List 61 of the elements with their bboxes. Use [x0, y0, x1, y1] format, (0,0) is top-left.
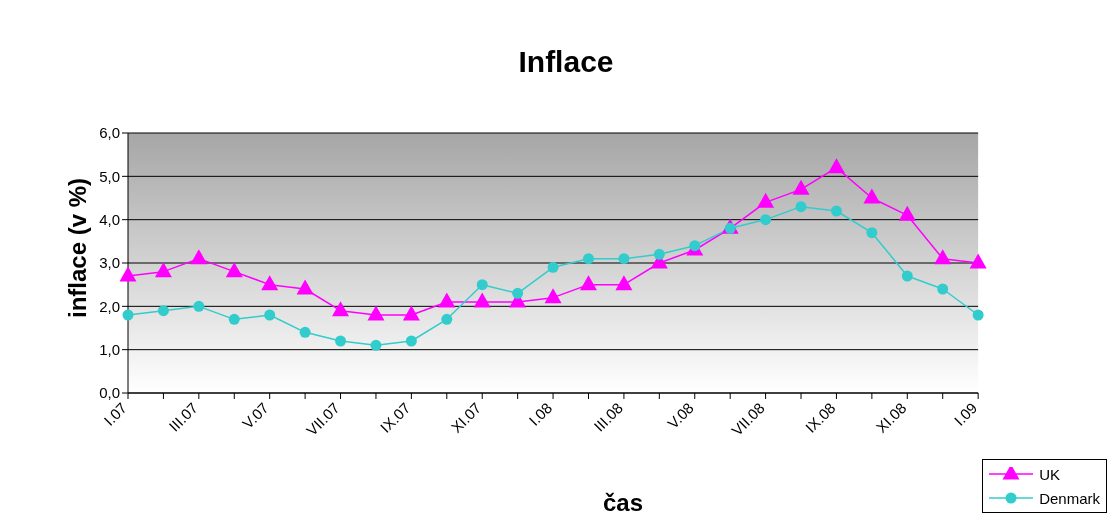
point	[370, 339, 382, 351]
point	[863, 188, 881, 204]
point	[547, 261, 559, 273]
y-tick-label: 1,0	[99, 340, 120, 358]
y-axis-title: inflace (v %)	[64, 177, 91, 319]
point	[154, 262, 172, 278]
x-tick-label: V.08	[664, 399, 697, 432]
point	[830, 205, 842, 217]
x-axis-title: čas	[602, 489, 644, 516]
point	[438, 292, 456, 308]
point	[335, 335, 347, 347]
point	[898, 205, 916, 221]
point	[827, 158, 845, 174]
point	[296, 279, 314, 295]
point	[934, 249, 952, 265]
point	[757, 192, 775, 208]
point	[582, 253, 594, 265]
point	[157, 305, 169, 317]
y-tick-label: 0,0	[99, 384, 120, 402]
point	[332, 301, 350, 317]
point	[579, 275, 597, 291]
x-tick-label: I.09	[950, 399, 981, 429]
chart-title: Inflace	[518, 45, 614, 78]
point	[119, 266, 137, 282]
point	[473, 292, 491, 308]
point	[866, 227, 878, 239]
legend-label: UK	[1039, 465, 1060, 483]
legend-label: Denmark	[1039, 489, 1100, 507]
y-tick-label: 3,0	[99, 254, 120, 272]
point	[367, 305, 385, 321]
point	[615, 275, 633, 291]
point	[901, 270, 913, 282]
point	[795, 201, 807, 213]
y-tick-label: 6,0	[99, 124, 120, 142]
point	[261, 275, 279, 291]
point	[512, 287, 524, 299]
point	[122, 309, 134, 321]
point	[228, 313, 240, 325]
point	[653, 248, 665, 260]
point	[760, 214, 772, 226]
y-tick-label: 4,0	[99, 210, 120, 228]
point	[225, 262, 243, 278]
x-tick-label: V.07	[238, 399, 272, 432]
point	[441, 313, 453, 325]
y-tick-label: 2,0	[99, 297, 120, 315]
point	[193, 300, 205, 312]
point	[190, 249, 208, 265]
point	[792, 179, 810, 195]
y-tick-label: 5,0	[99, 167, 120, 185]
point	[402, 305, 420, 321]
point	[476, 279, 488, 291]
point	[937, 283, 949, 295]
point	[618, 253, 630, 265]
x-tick-label: I.07	[100, 399, 131, 429]
point	[264, 309, 276, 321]
x-tick-label: I.08	[525, 399, 556, 429]
point	[972, 309, 984, 321]
point	[544, 288, 562, 304]
point	[299, 326, 311, 338]
point	[969, 253, 987, 269]
point	[405, 335, 417, 347]
